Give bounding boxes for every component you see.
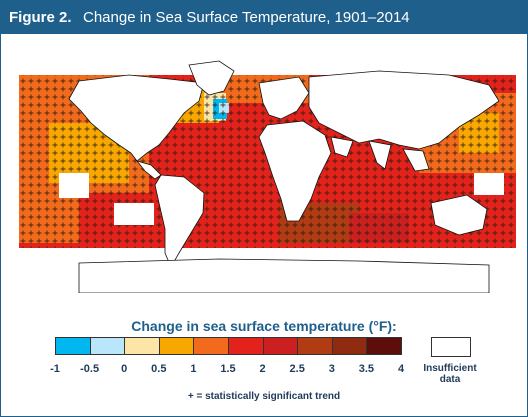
figure-label: Figure 2.: [9, 9, 72, 26]
legend-tick-label: 2: [259, 363, 266, 375]
scale-tick-labels: -1 -0.5 0 0.5 1 1.5 2 2.5 3 3.5 4: [1, 363, 527, 379]
north-america: [68, 74, 205, 162]
legend-swatch: [89, 337, 126, 355]
legend-tick-label: 0.5: [151, 363, 167, 375]
asia: [308, 70, 500, 150]
legend-swatch: [331, 337, 368, 355]
australia: [430, 194, 488, 236]
legend-tick-label: -1: [50, 363, 60, 375]
legend-swatch: [124, 337, 160, 355]
legend-tick-label: 1: [190, 363, 197, 375]
legend-tick-label: 4: [397, 363, 405, 375]
legend-tick-label: 3.5: [358, 363, 375, 375]
legend-swatch: [366, 337, 402, 355]
legend-tick-label: 3: [328, 363, 335, 375]
africa: [258, 120, 332, 222]
antarctica: [78, 258, 490, 293]
legend-tick-label: -0.5: [80, 363, 100, 375]
legend-swatch: [193, 337, 229, 355]
southeast-asia: [402, 148, 430, 172]
legend-swatch: [158, 337, 195, 355]
arabia: [330, 136, 354, 158]
legend-tick-label: 0: [121, 363, 128, 375]
insufficient-data-label: Insufficient data: [423, 363, 477, 385]
sea-surface-temperature-map: [19, 53, 516, 293]
legend-title: Change in sea surface temperature (°F):: [131, 318, 397, 334]
india: [368, 140, 392, 170]
legend-swatch: [262, 337, 299, 355]
significance-note: + = statistically significant trend: [187, 391, 341, 402]
legend-swatch: [55, 337, 91, 355]
figure-header: Figure 2. Change in Sea Surface Temperat…: [1, 1, 527, 34]
legend-tick-label: 2.5: [289, 363, 305, 375]
europe: [258, 76, 310, 120]
color-scale: [55, 337, 402, 357]
greenland: [188, 60, 235, 96]
continents: [68, 60, 500, 293]
legend-swatch: [228, 337, 264, 355]
insufficient-data-swatch: [431, 337, 471, 357]
central-america: [135, 160, 162, 180]
legend-tick-label: 1.5: [220, 363, 236, 375]
legend-swatch: [297, 337, 333, 355]
figure-title: Change in Sea Surface Temperature, 1901–…: [83, 9, 410, 26]
